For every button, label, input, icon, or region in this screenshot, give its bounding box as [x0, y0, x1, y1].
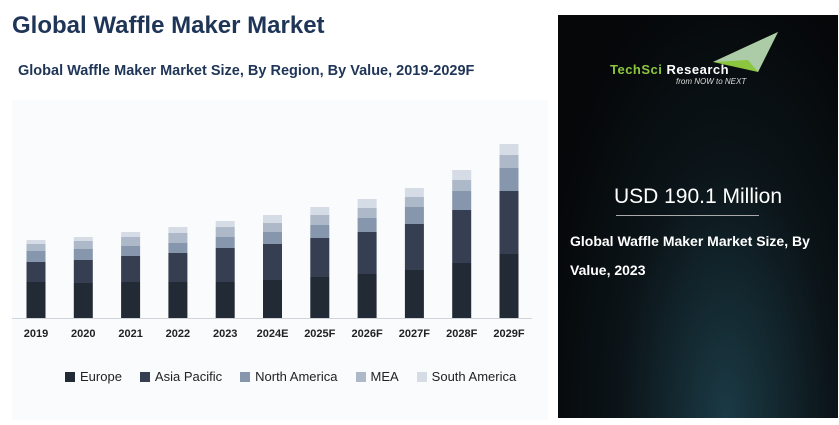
x-tick-label: 2020 [71, 328, 95, 340]
legend-label: Asia Pacific [154, 369, 223, 384]
legend-item: Asia Pacific [139, 369, 223, 384]
bar-south-america-2029F [499, 144, 519, 155]
bar-mea-2026F [357, 208, 377, 218]
x-tick-label: 2019 [24, 328, 48, 340]
bar-mea-2022 [168, 233, 188, 243]
market-value-description: Global Waffle Maker Market Size, By Valu… [570, 233, 810, 278]
bar-europe-2025F [310, 277, 330, 318]
bar-south-america-2022 [168, 227, 188, 233]
bar-asia-pacific-2027F [404, 224, 424, 270]
logo-tagline: from NOW to NEXT [676, 77, 747, 86]
bar-north-america-2027F [404, 207, 424, 224]
chart-legend: Europe Asia Pacific North America MEA South … [65, 369, 516, 384]
x-tick-label: 2025F [304, 328, 335, 340]
bar-mea-2029F [499, 155, 519, 168]
bar-mea-2024E [263, 223, 282, 232]
bar-south-america-2024E [263, 215, 282, 223]
bar-europe-2023 [215, 282, 235, 318]
legend-swatch [65, 371, 75, 382]
x-tick-label: 2027F [399, 328, 430, 340]
bar-south-america-2019 [26, 240, 46, 244]
bar-south-america-2028F [452, 170, 472, 180]
bar-south-america-2021 [121, 232, 141, 237]
x-tick-label: 2021 [118, 328, 142, 340]
bar-europe-2026F [357, 274, 377, 318]
bar-north-america-2025F [310, 225, 330, 238]
x-tick-label: 2026F [351, 328, 382, 340]
x-tick-label: 2024E [257, 328, 289, 340]
legend-label: South America [431, 369, 517, 384]
legend-item: South America [416, 369, 517, 384]
bar-mea-2023 [215, 227, 235, 237]
bar-europe-2020 [73, 283, 93, 318]
bar-asia-pacific-2023 [215, 248, 235, 282]
bar-south-america-2023 [215, 221, 235, 227]
summary-panel: TechSci Research from NOW to NEXT USD 19… [558, 15, 838, 418]
bar-europe-2028F [452, 263, 472, 318]
bar-south-america-2025F [310, 207, 330, 215]
bar-south-america-2027F [404, 188, 424, 197]
bar-asia-pacific-2019 [26, 262, 46, 282]
bar-asia-pacific-2024E [263, 244, 282, 280]
legend-label: MEA [370, 369, 399, 384]
bar-asia-pacific-2029F [499, 191, 519, 254]
legend-swatch [240, 371, 251, 382]
bar-asia-pacific-2028F [452, 210, 472, 263]
bar-north-america-2020 [73, 249, 93, 260]
legend-label: Europe [80, 369, 122, 384]
bar-mea-2028F [452, 180, 472, 191]
bar-europe-2029F [499, 254, 519, 318]
x-tick-label: 2029F [493, 328, 524, 340]
bar-europe-2024E [263, 280, 282, 318]
legend-swatch [355, 371, 366, 382]
bar-mea-2020 [73, 241, 93, 249]
bar-south-america-2026F [357, 199, 377, 208]
bar-mea-2027F [404, 197, 424, 207]
legend-item: MEA [355, 369, 399, 384]
x-tick-label: 2022 [166, 328, 190, 340]
bar-asia-pacific-2020 [73, 260, 93, 283]
page-title: Global Waffle Maker Market [12, 12, 325, 39]
legend-label: North America [255, 369, 338, 384]
bar-europe-2019 [26, 282, 46, 318]
bar-north-america-2019 [26, 251, 46, 262]
legend-item: North America [240, 369, 338, 384]
legend-item: Europe [65, 369, 122, 384]
x-tick-label: 2028F [446, 328, 477, 340]
bar-asia-pacific-2026F [357, 232, 377, 274]
bar-north-america-2028F [452, 191, 472, 210]
bar-north-america-2023 [215, 237, 235, 248]
techsci-logo-icon [713, 32, 778, 72]
bar-mea-2021 [121, 237, 141, 246]
bar-south-america-2020 [73, 237, 93, 241]
bar-north-america-2026F [357, 218, 377, 232]
divider [616, 215, 759, 216]
bar-europe-2022 [168, 282, 188, 318]
bar-asia-pacific-2022 [168, 253, 188, 282]
bar-mea-2019 [26, 244, 46, 251]
legend-swatch [139, 371, 150, 382]
market-value: USD 190.1 Million [613, 185, 783, 208]
bar-asia-pacific-2025F [310, 238, 330, 277]
bar-north-america-2029F [499, 168, 519, 191]
x-tick-label: 2023 [213, 328, 237, 340]
bar-mea-2025F [310, 215, 330, 225]
bar-europe-2027F [404, 270, 424, 318]
bar-europe-2021 [121, 282, 141, 318]
stacked-bar-chart: 2019 2020 2021 2022 2023 2024E 2025F 2026F 2027F… [12, 144, 532, 340]
chart-subtitle: Global Waffle Maker Market Size, By Regi… [18, 63, 475, 79]
bar-asia-pacific-2021 [121, 256, 141, 282]
bar-north-america-2021 [121, 246, 141, 256]
bar-north-america-2022 [168, 243, 188, 253]
logo-text: TechSci Research [610, 62, 730, 77]
legend-swatch [416, 371, 427, 382]
bar-north-america-2024E [263, 232, 282, 244]
